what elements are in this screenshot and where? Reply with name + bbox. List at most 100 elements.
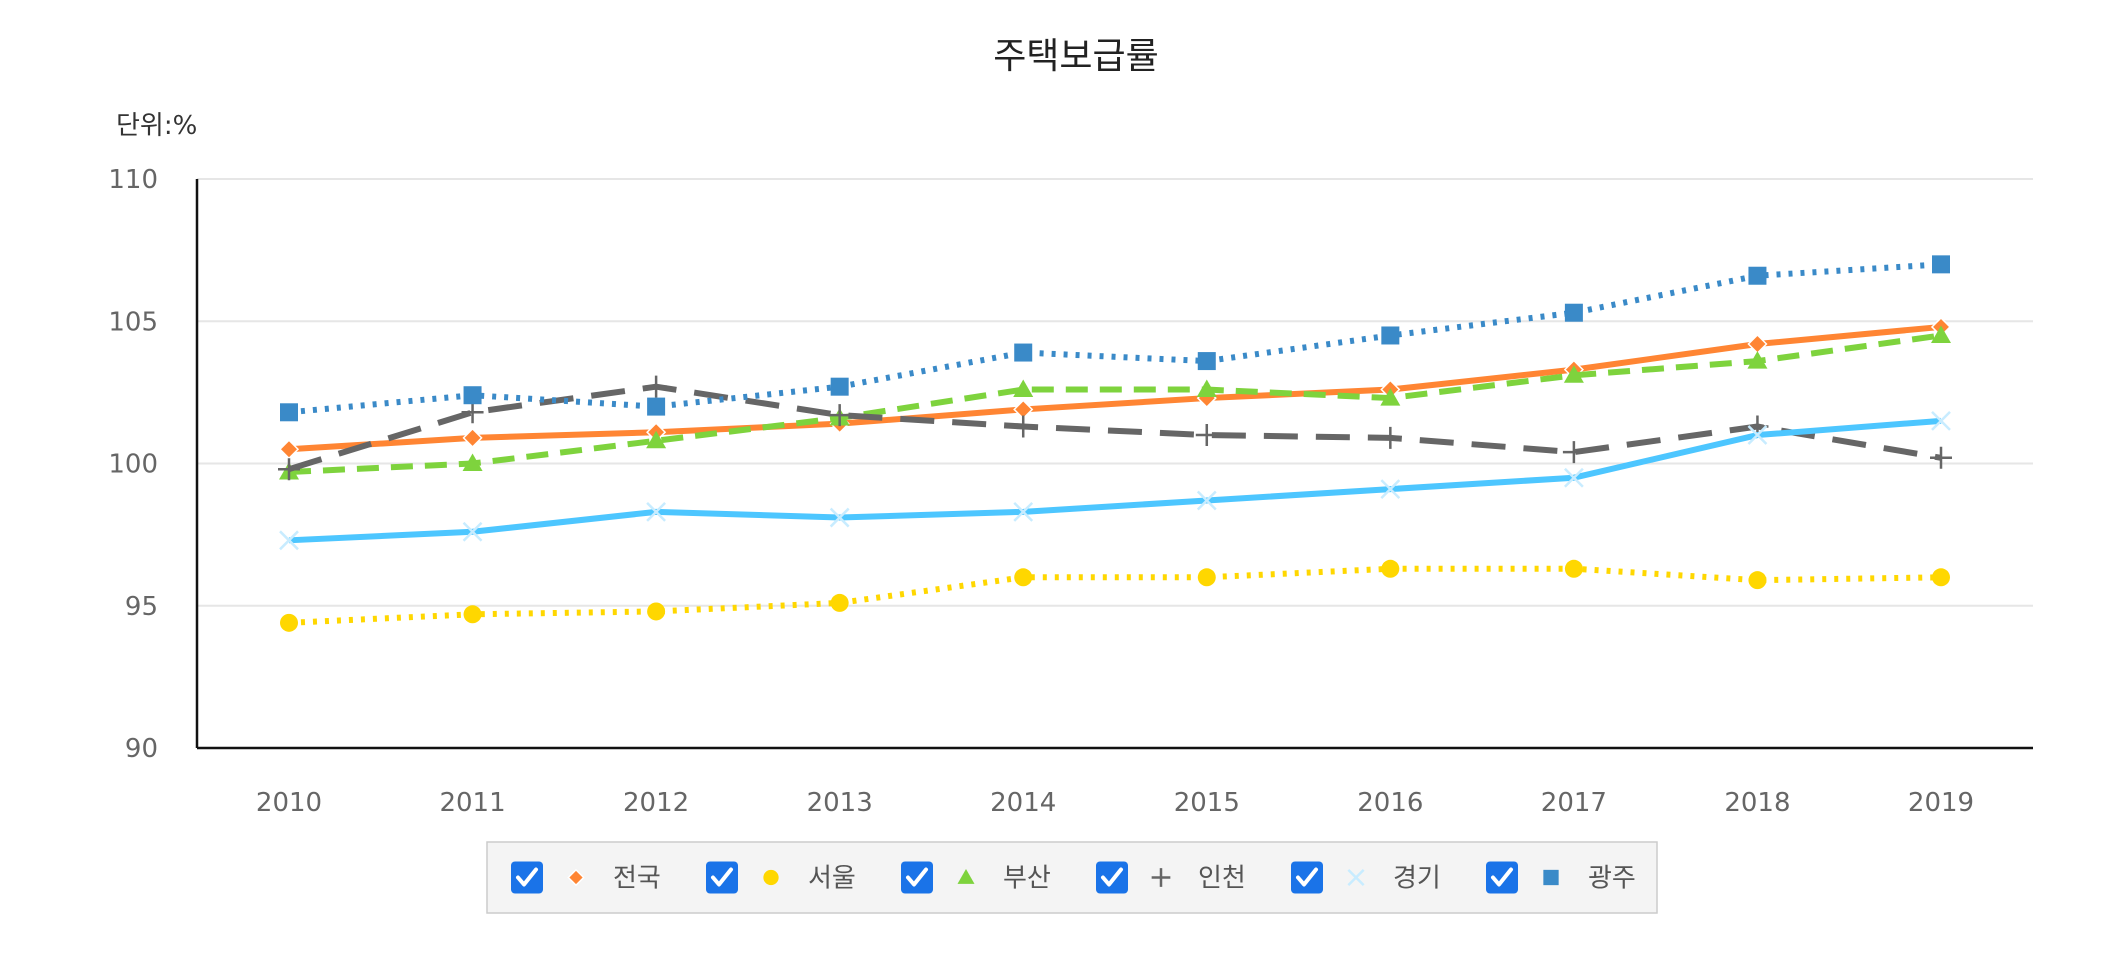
data-point-marker bbox=[1564, 467, 1584, 488]
legend-checkbox[interactable] bbox=[1291, 861, 1323, 894]
data-point-marker bbox=[828, 404, 851, 427]
legend-checkbox[interactable] bbox=[1096, 861, 1128, 894]
series-line bbox=[288, 417, 1942, 544]
legend-marker bbox=[957, 869, 975, 884]
series-line bbox=[288, 332, 1942, 476]
data-point-marker bbox=[1197, 568, 1216, 587]
data-point-marker bbox=[830, 377, 849, 396]
legend-checkbox[interactable] bbox=[706, 861, 738, 894]
data-point-marker bbox=[1930, 446, 1952, 469]
x-tick-label: 2019 bbox=[1908, 788, 1974, 818]
data-point-marker bbox=[278, 458, 300, 481]
data-point-marker bbox=[1747, 333, 1768, 355]
data-point-marker bbox=[1380, 479, 1401, 499]
data-point-marker bbox=[1379, 426, 1402, 449]
x-tick-label: 2011 bbox=[439, 788, 505, 818]
data-point-marker bbox=[279, 530, 299, 551]
data-point-marker bbox=[1014, 343, 1033, 362]
legend-marker bbox=[1347, 868, 1365, 887]
x-tick-label: 2012 bbox=[623, 788, 689, 818]
legend-item[interactable]: 전국 bbox=[511, 861, 661, 894]
legend-label: 광주 bbox=[1588, 864, 1636, 894]
y-tick-label: 110 bbox=[108, 165, 158, 195]
data-point-marker bbox=[1932, 255, 1950, 274]
legend-marker bbox=[1151, 868, 1171, 887]
legend-item[interactable]: 인천 bbox=[1096, 861, 1246, 894]
data-point-marker bbox=[462, 521, 483, 542]
legend-item[interactable]: 광주 bbox=[1486, 861, 1636, 894]
data-point-marker bbox=[647, 602, 666, 621]
data-point-marker bbox=[1197, 352, 1216, 371]
data-point-marker bbox=[1931, 410, 1951, 431]
data-point-marker bbox=[280, 613, 298, 632]
check-icon bbox=[1296, 867, 1318, 887]
series-2 bbox=[279, 325, 1951, 480]
data-point-marker bbox=[645, 375, 668, 398]
data-point-marker bbox=[1747, 425, 1768, 445]
x-axis-ticks: 2010 2011 2012 2013 2014 2015 2016 2017 2018 2019 bbox=[256, 788, 1974, 818]
check-icon bbox=[516, 867, 538, 887]
data-point-marker bbox=[1196, 490, 1217, 511]
data-point-marker bbox=[462, 453, 483, 471]
y-tick-label: 95 bbox=[125, 592, 158, 622]
y-tick-label: 100 bbox=[108, 450, 158, 480]
data-point-marker bbox=[1012, 415, 1035, 438]
legend-item[interactable]: 부산 bbox=[901, 861, 1051, 894]
x-tick-label: 2010 bbox=[256, 788, 322, 818]
gridlines bbox=[197, 178, 2033, 607]
legend-label: 전국 bbox=[613, 864, 661, 894]
x-tick-label: 2016 bbox=[1357, 788, 1423, 818]
data-point-marker bbox=[463, 386, 482, 405]
series-line bbox=[288, 261, 1942, 416]
axes bbox=[195, 179, 2033, 750]
series-line bbox=[288, 323, 1942, 453]
data-point-marker bbox=[1196, 379, 1217, 398]
data-point-marker bbox=[1563, 365, 1584, 383]
data-point-marker bbox=[1747, 351, 1768, 369]
data-point-marker bbox=[1014, 568, 1033, 587]
legend-label: 부산 bbox=[1003, 864, 1051, 894]
x-tick-label: 2013 bbox=[807, 788, 873, 818]
y-axis-ticks: 90 95 100 105 110 bbox=[108, 165, 158, 764]
check-icon bbox=[906, 867, 928, 887]
series-line bbox=[288, 565, 1942, 626]
legend-label: 인천 bbox=[1198, 864, 1246, 894]
legend-item[interactable]: 경기 bbox=[1291, 861, 1441, 894]
data-point-marker bbox=[1381, 326, 1400, 345]
data-point-marker bbox=[1564, 559, 1583, 578]
legend-checkbox[interactable] bbox=[511, 861, 543, 894]
data-point-marker bbox=[1748, 266, 1767, 285]
series-1 bbox=[280, 559, 1950, 632]
x-tick-label: 2014 bbox=[990, 788, 1056, 818]
x-tick-label: 2017 bbox=[1541, 788, 1607, 818]
x-tick-label: 2018 bbox=[1724, 788, 1790, 818]
y-tick-label: 90 bbox=[125, 734, 158, 764]
data-point-marker bbox=[1931, 325, 1951, 343]
data-point-marker bbox=[461, 401, 484, 424]
check-icon bbox=[1101, 867, 1123, 887]
legend-checkbox[interactable] bbox=[1486, 861, 1518, 894]
legend-marker bbox=[763, 869, 779, 886]
data-point-marker bbox=[1195, 424, 1218, 447]
series-4 bbox=[279, 410, 1951, 551]
check-icon bbox=[711, 867, 733, 887]
data-point-marker bbox=[1564, 303, 1583, 322]
data-point-marker bbox=[829, 507, 850, 528]
legend-checkbox[interactable] bbox=[901, 861, 933, 894]
y-tick-label: 105 bbox=[108, 307, 158, 337]
data-point-marker bbox=[1932, 568, 1950, 587]
data-point-marker bbox=[646, 430, 667, 449]
data-point-marker bbox=[1748, 571, 1767, 590]
data-point-marker bbox=[1380, 388, 1401, 406]
series-5 bbox=[280, 255, 1950, 422]
data-point-marker bbox=[1013, 501, 1034, 522]
x-tick-label: 2015 bbox=[1174, 788, 1240, 818]
legend-label: 서울 bbox=[808, 864, 856, 894]
data-point-marker bbox=[280, 403, 298, 422]
data-point-marker bbox=[647, 397, 666, 416]
data-point-marker bbox=[278, 439, 300, 460]
data-point-marker bbox=[462, 427, 483, 448]
data-point-marker bbox=[1381, 559, 1400, 578]
legend-item[interactable]: 서울 bbox=[706, 861, 856, 894]
